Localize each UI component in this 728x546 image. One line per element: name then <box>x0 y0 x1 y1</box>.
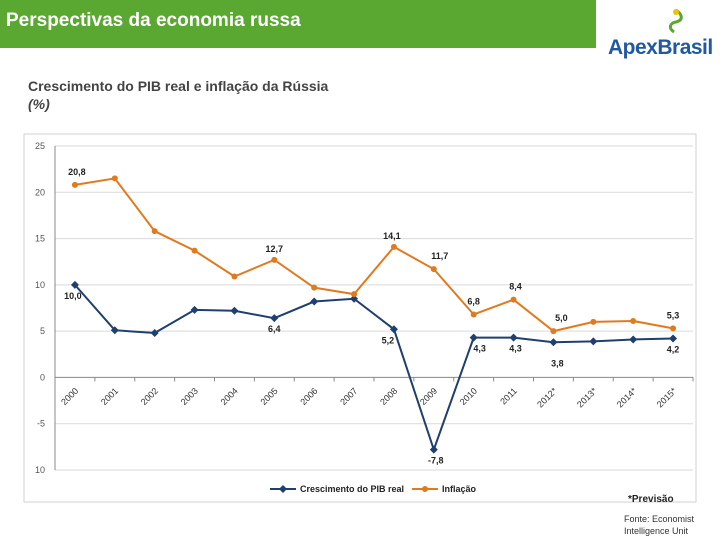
forecast-note: *Previsão <box>628 494 674 505</box>
data-label: 14,1 <box>383 231 401 241</box>
data-point <box>150 328 159 337</box>
legend-marker <box>422 486 428 492</box>
data-point <box>429 445 438 454</box>
data-label: 4,3 <box>473 344 486 354</box>
data-point <box>151 228 158 235</box>
x-tick-label: 2013* <box>575 385 599 409</box>
chart-subtitle: Crescimento do PIB real e inflação da Rú… <box>28 77 328 113</box>
x-tick-label: 2006 <box>298 386 319 407</box>
data-point <box>589 337 598 346</box>
data-label: 5,2 <box>382 335 395 345</box>
data-point <box>390 243 397 250</box>
plot-frame <box>23 133 697 503</box>
data-point <box>311 284 318 291</box>
data-label: 5,0 <box>555 313 568 323</box>
x-tick-label: 2005 <box>258 386 279 407</box>
y-tick-label: 10 <box>35 280 45 290</box>
data-label: -7,8 <box>428 456 444 466</box>
data-point <box>70 280 79 289</box>
data-point <box>310 297 319 306</box>
subtitle-unit: (%) <box>28 96 50 112</box>
data-point <box>470 311 477 318</box>
data-label: 4,3 <box>509 344 522 354</box>
y-tick-label: 25 <box>35 141 45 151</box>
data-label: 8,4 <box>509 282 522 292</box>
data-point <box>191 247 198 254</box>
subtitle-line: Crescimento do PIB real e inflação da Rú… <box>28 78 329 94</box>
x-tick-label: 2007 <box>338 386 359 407</box>
x-tick-label: 2012* <box>535 385 559 409</box>
x-tick-label: 2000 <box>59 386 80 407</box>
source-note: Fonte: Economist Intelligence Unit <box>624 514 695 536</box>
x-tick-label: 2015* <box>655 385 679 409</box>
legend-label: Inflação <box>442 484 477 494</box>
data-point <box>271 256 278 263</box>
x-tick-label: 2009 <box>418 386 439 407</box>
data-label: 11,7 <box>431 251 448 261</box>
y-tick-label: 20 <box>35 187 45 197</box>
data-label: 3,8 <box>551 358 564 368</box>
logo-text: ApexBrasil <box>608 36 713 59</box>
y-tick-label: 15 <box>35 234 45 244</box>
y-tick-label: 0 <box>40 372 45 382</box>
data-point <box>509 333 518 342</box>
data-point <box>469 333 478 342</box>
data-label: 12,7 <box>266 244 284 254</box>
x-tick-label: 2010 <box>458 386 479 407</box>
data-point <box>350 294 359 303</box>
data-label: 20,8 <box>68 167 86 177</box>
data-point <box>669 334 678 343</box>
x-tick-label: 2004 <box>219 386 240 407</box>
data-point <box>590 318 597 325</box>
data-point <box>230 306 239 315</box>
data-point <box>351 291 358 298</box>
data-label: 6,4 <box>268 324 281 334</box>
data-label: 4,2 <box>667 345 680 355</box>
x-tick-label: 2001 <box>99 386 120 407</box>
data-point <box>270 314 279 323</box>
data-point <box>190 305 199 314</box>
apexbrasil-logo-icon <box>668 8 683 34</box>
y-tick-label: -5 <box>37 419 45 429</box>
data-point <box>430 266 437 273</box>
x-tick-label: 2011 <box>498 386 519 407</box>
series-line <box>74 177 674 333</box>
x-tick-label: 2002 <box>139 386 160 407</box>
data-point <box>629 335 638 344</box>
data-label: 6,8 <box>467 296 480 306</box>
data-point <box>71 181 78 188</box>
data-label: 5,3 <box>667 310 680 320</box>
data-point <box>550 328 557 335</box>
y-tick-label: 10 <box>35 465 45 475</box>
data-point <box>630 317 637 324</box>
series-line <box>74 284 674 453</box>
page-title: Perspectivas da economia russa <box>6 10 301 31</box>
x-tick-label: 2008 <box>378 386 399 407</box>
data-point <box>510 296 517 303</box>
x-tick-label: 2003 <box>179 386 200 407</box>
y-tick-label: 5 <box>40 326 45 336</box>
x-tick-label: 2014* <box>615 385 639 409</box>
logo-box: ApexBrasil <box>596 0 728 78</box>
data-point <box>670 325 677 332</box>
data-point <box>111 175 118 182</box>
legend-marker <box>279 485 287 493</box>
legend-label: Crescimento do PIB real <box>300 484 404 494</box>
data-point <box>110 326 119 335</box>
data-point <box>549 338 558 347</box>
data-point <box>389 325 398 334</box>
data-label: 10,0 <box>64 291 82 301</box>
data-point <box>231 273 238 280</box>
